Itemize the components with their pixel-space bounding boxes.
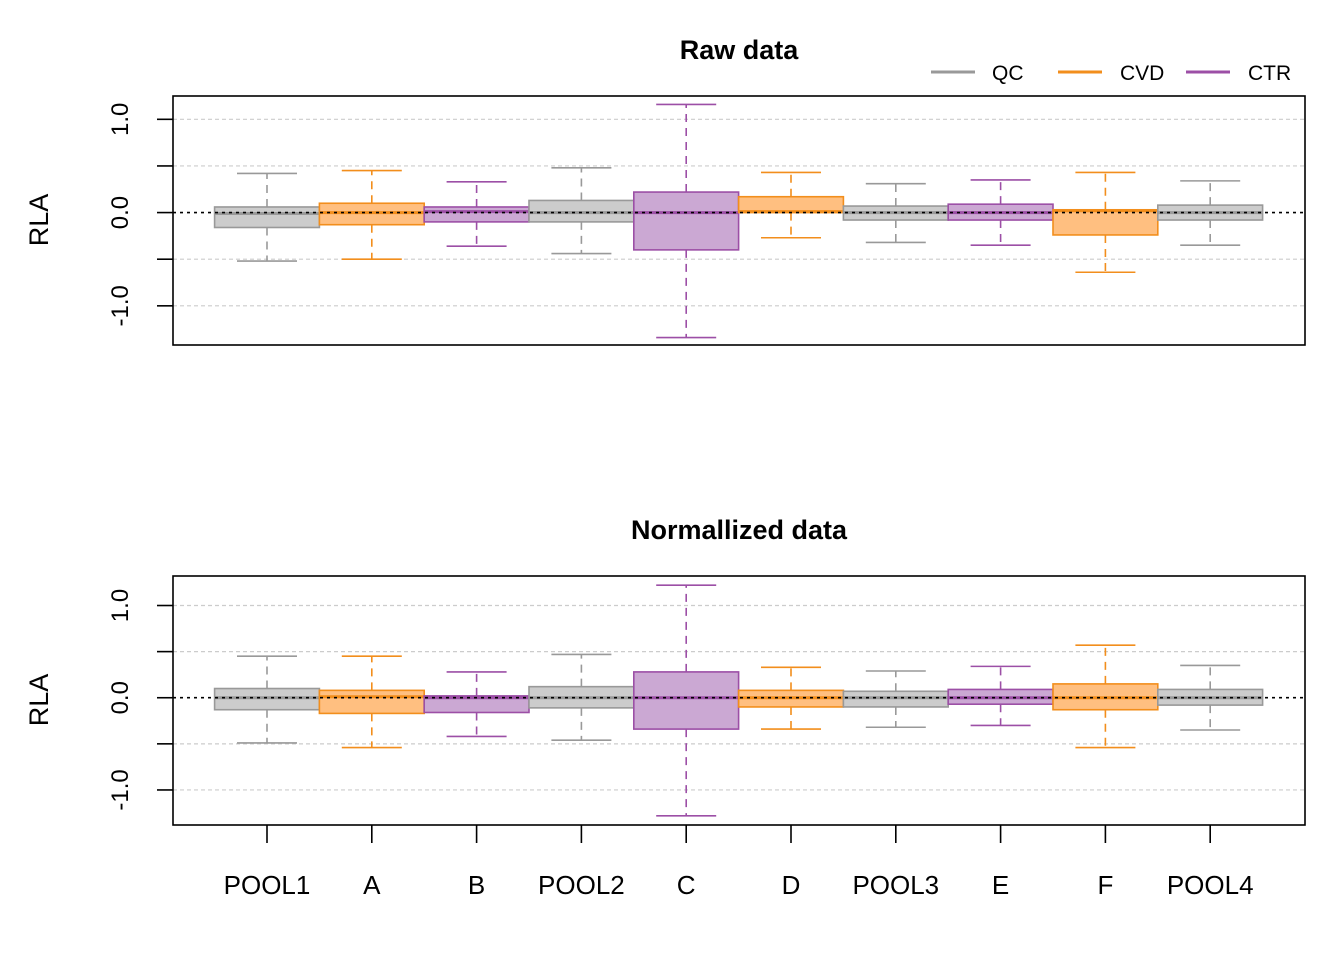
- y-tick-label: 1.0: [107, 103, 134, 136]
- x-tick-label: POOL3: [852, 870, 939, 900]
- box-rect: [632, 191, 740, 251]
- x-tick-label: B: [468, 870, 485, 900]
- panel-title: Normallized data: [631, 515, 848, 545]
- box-c: [632, 584, 740, 817]
- y-tick-label: -1.0: [107, 285, 134, 326]
- legend-cvd-label: CVD: [1120, 62, 1164, 85]
- y-axis-label: RLA: [24, 674, 54, 727]
- box-rect: [318, 689, 425, 715]
- plot-frame: [172, 95, 1306, 346]
- legend-ctr-label: CTR: [1248, 62, 1291, 85]
- x-tick-label: C: [677, 870, 696, 900]
- y-axis-label: RLA: [24, 194, 54, 247]
- x-tick-label: D: [782, 870, 801, 900]
- box-rect: [213, 206, 321, 229]
- box-f: [1052, 171, 1159, 274]
- box-c: [632, 103, 740, 339]
- plot-frame: [172, 575, 1306, 826]
- box-rect: [1052, 208, 1159, 236]
- x-tick-label: POOL4: [1167, 870, 1254, 900]
- y-tick-label: -1.0: [107, 769, 134, 810]
- panel-title: Raw data: [680, 35, 800, 65]
- y-tick-label: 0.0: [107, 196, 134, 229]
- box-rect: [632, 671, 740, 730]
- normalized-data-panel: Normallized data RLA -1.0 0.0 1.0 POOL1 A B PO…: [24, 515, 1306, 900]
- legend: QC CVD CTR: [931, 62, 1291, 85]
- x-tick-label: E: [992, 870, 1009, 900]
- x-tick-label: POOL1: [224, 870, 311, 900]
- box-d: [737, 171, 845, 239]
- raw-data-panel: Raw data RLA -1.0 0.0 1.0: [24, 35, 1306, 346]
- y-tick-label: 1.0: [107, 589, 134, 622]
- box-rect: [423, 206, 530, 223]
- x-tick-label: F: [1097, 870, 1113, 900]
- y-tick-label: 0.0: [107, 681, 134, 714]
- box-a: [318, 655, 425, 749]
- legend-qc-label: QC: [992, 62, 1024, 85]
- x-tick-label: A: [363, 870, 381, 900]
- x-tick-label: POOL2: [538, 870, 625, 900]
